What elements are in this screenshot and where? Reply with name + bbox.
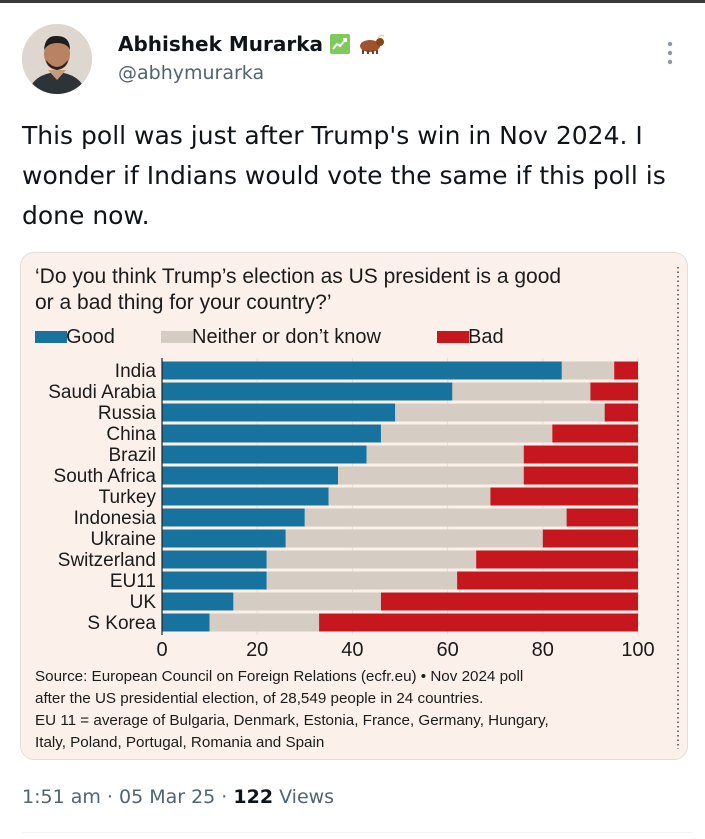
tweet-text: This poll was just after Trump's win in … bbox=[22, 121, 666, 230]
category-label: S Korea bbox=[87, 613, 156, 634]
author-handle[interactable]: @abhymurarka bbox=[118, 62, 265, 84]
legend-label-1: Good bbox=[66, 326, 115, 348]
tweet-timestamp[interactable]: 1:51 am · 05 Mar 25 · bbox=[22, 786, 234, 808]
bar-switzerland-2 bbox=[266, 550, 477, 569]
category-label: UK bbox=[130, 592, 157, 613]
bar-turkey-2 bbox=[328, 487, 491, 506]
avatar-photo-icon bbox=[22, 24, 92, 94]
x-tick-label: 0 bbox=[156, 639, 167, 661]
x-tick-label: 60 bbox=[436, 639, 458, 661]
bar-saudi-arabia-3 bbox=[590, 382, 638, 401]
bar-s-korea-2 bbox=[209, 613, 320, 632]
bar-uk-1 bbox=[162, 592, 234, 611]
bar-india-1 bbox=[162, 361, 562, 380]
views-label: Views bbox=[273, 786, 335, 808]
category-label: China bbox=[106, 424, 156, 445]
category-label: Russia bbox=[98, 403, 157, 424]
views-count: 122 bbox=[233, 786, 274, 808]
x-tick-label: 40 bbox=[341, 639, 363, 661]
bar-uk-3 bbox=[380, 592, 638, 611]
category-label: Brazil bbox=[108, 445, 156, 466]
chart-title-line: or a bad thing for your country?’ bbox=[35, 291, 332, 314]
bar-switzerland-1 bbox=[162, 550, 267, 569]
tweet-meta: 1:51 am · 05 Mar 25 · 122 Views bbox=[22, 786, 334, 808]
bar-indonesia-2 bbox=[304, 508, 567, 527]
category-label: Turkey bbox=[99, 487, 157, 508]
bar-south-africa-2 bbox=[338, 466, 524, 485]
bar-saudi-arabia-2 bbox=[452, 382, 591, 401]
author-name[interactable]: Abhishek Murarka bbox=[118, 32, 324, 56]
category-label: South Africa bbox=[54, 466, 157, 487]
top-divider bbox=[0, 0, 705, 3]
bar-indonesia-1 bbox=[162, 508, 305, 527]
more-options-icon[interactable] bbox=[660, 40, 680, 66]
bar-russia-1 bbox=[162, 403, 396, 422]
legend-label-2: Neither or don’t know bbox=[192, 326, 382, 348]
avatar[interactable] bbox=[22, 24, 92, 94]
chart-source-line: EU 11 = average of Bulgaria, Denmark, Es… bbox=[35, 712, 549, 729]
category-label: Indonesia bbox=[74, 508, 157, 529]
poll-bar-chart: ‘Do you think Trump’s election as US pre… bbox=[35, 265, 679, 751]
bar-ukraine-1 bbox=[162, 529, 286, 548]
bar-russia-2 bbox=[395, 403, 605, 422]
author-row: Abhishek Murarka bbox=[118, 32, 385, 56]
category-label: Saudi Arabia bbox=[48, 382, 156, 403]
bar-china-2 bbox=[380, 424, 553, 443]
chart-source-line: after the US presidential election, of 2… bbox=[35, 690, 483, 707]
bar-india-3 bbox=[614, 361, 638, 380]
bar-switzerland-3 bbox=[476, 550, 638, 569]
category-label: Ukraine bbox=[91, 529, 156, 550]
bar-brazil-1 bbox=[162, 445, 367, 464]
bar-india-2 bbox=[561, 361, 615, 380]
bar-china-3 bbox=[552, 424, 638, 443]
ox-emoji-icon bbox=[360, 34, 385, 54]
bar-eu11-1 bbox=[162, 571, 267, 590]
bar-brazil-3 bbox=[523, 445, 638, 464]
bar-s-korea-1 bbox=[162, 613, 210, 632]
category-label: Switzerland bbox=[58, 550, 156, 571]
chart-source-line: Source: European Council on Foreign Rela… bbox=[35, 668, 523, 685]
chart-title-line: ‘Do you think Trump’s election as US pre… bbox=[35, 265, 561, 288]
bar-turkey-3 bbox=[490, 487, 638, 506]
bar-ukraine-3 bbox=[542, 529, 638, 548]
legend-label-3: Bad bbox=[468, 326, 504, 348]
chart-image[interactable]: ‘Do you think Trump’s election as US pre… bbox=[20, 252, 688, 760]
x-tick-label: 100 bbox=[621, 639, 654, 661]
x-tick-label: 20 bbox=[246, 639, 268, 661]
bar-ukraine-2 bbox=[285, 529, 543, 548]
bar-s-korea-3 bbox=[319, 613, 638, 632]
bar-eu11-2 bbox=[266, 571, 458, 590]
category-label: India bbox=[115, 361, 157, 382]
bar-south-africa-1 bbox=[162, 466, 339, 485]
bar-turkey-1 bbox=[162, 487, 329, 506]
chart-source-line: Italy, Poland, Portugal, Romania and Spa… bbox=[35, 734, 324, 751]
bar-saudi-arabia-1 bbox=[162, 382, 453, 401]
chart-increasing-emoji-icon bbox=[330, 34, 351, 54]
bar-indonesia-3 bbox=[566, 508, 638, 527]
bar-uk-2 bbox=[233, 592, 381, 611]
bar-china-1 bbox=[162, 424, 381, 443]
bar-brazil-2 bbox=[366, 445, 524, 464]
x-tick-label: 80 bbox=[532, 639, 554, 661]
legend-swatch-3 bbox=[437, 331, 469, 343]
bar-south-africa-3 bbox=[523, 466, 638, 485]
bottom-divider bbox=[22, 832, 692, 833]
bar-russia-3 bbox=[604, 403, 638, 422]
category-label: EU11 bbox=[110, 571, 156, 592]
legend-swatch-2 bbox=[161, 331, 193, 343]
legend-swatch-1 bbox=[35, 331, 67, 343]
bar-eu11-3 bbox=[457, 571, 638, 590]
